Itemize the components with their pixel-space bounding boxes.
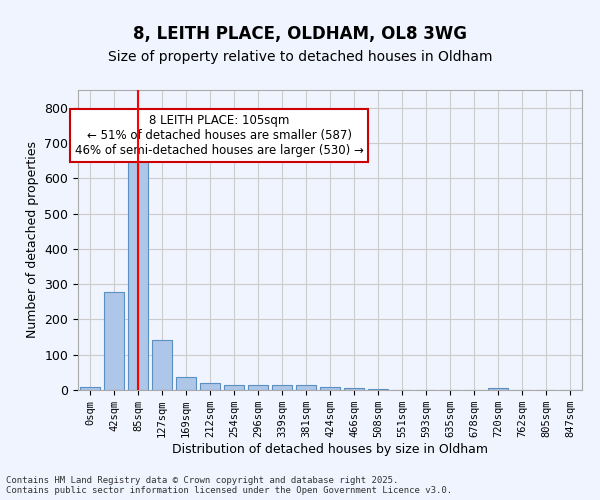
- Text: Size of property relative to detached houses in Oldham: Size of property relative to detached ho…: [108, 50, 492, 64]
- Text: 8, LEITH PLACE, OLDHAM, OL8 3WG: 8, LEITH PLACE, OLDHAM, OL8 3WG: [133, 25, 467, 43]
- Bar: [104, 292, 124, 390]
- Bar: [344, 388, 364, 390]
- Bar: [248, 386, 268, 390]
- Bar: [80, 387, 100, 390]
- Bar: [200, 383, 220, 390]
- Bar: [224, 386, 244, 390]
- Bar: [152, 340, 172, 390]
- Bar: [272, 386, 292, 390]
- Bar: [128, 162, 148, 390]
- Y-axis label: Number of detached properties: Number of detached properties: [26, 142, 39, 338]
- Text: Contains HM Land Registry data © Crown copyright and database right 2025.
Contai: Contains HM Land Registry data © Crown c…: [6, 476, 452, 495]
- Bar: [488, 388, 508, 390]
- X-axis label: Distribution of detached houses by size in Oldham: Distribution of detached houses by size …: [172, 443, 488, 456]
- Text: 8 LEITH PLACE: 105sqm
← 51% of detached houses are smaller (587)
46% of semi-det: 8 LEITH PLACE: 105sqm ← 51% of detached …: [74, 114, 364, 157]
- Bar: [176, 376, 196, 390]
- Bar: [320, 387, 340, 390]
- Bar: [296, 386, 316, 390]
